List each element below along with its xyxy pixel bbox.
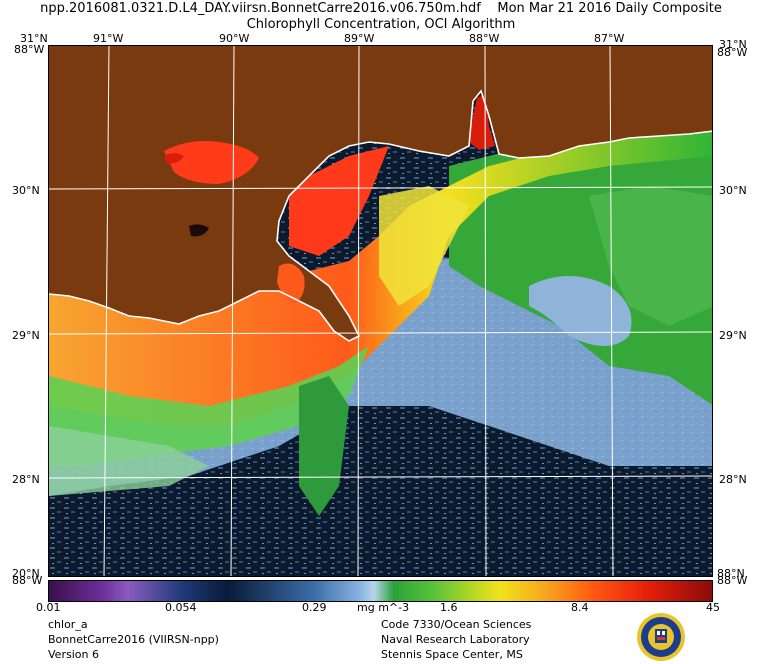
- lat-label-left: 30°N: [12, 184, 40, 197]
- lat-label-right: 29°N: [719, 329, 747, 342]
- organization-info-line: Naval Research Laboratory: [381, 633, 530, 646]
- green-plume-band: [49, 346, 369, 466]
- product-info-line: BonnetCarre2016 (VIIRSN-npp): [48, 633, 219, 646]
- corner-label-top-right-lon: 88°W: [717, 46, 748, 59]
- interior-marsh-lake: [189, 224, 209, 237]
- top-lon-label: 88°W: [469, 32, 500, 45]
- corner-label-bottom-right-lat: 88°N: [717, 567, 745, 580]
- colorbar-tick-label: 45: [706, 601, 720, 614]
- top-lon-label: 89°W: [344, 32, 375, 45]
- top-lon-label: 91°W: [93, 32, 124, 45]
- green-shelf-patch-east: [589, 186, 712, 326]
- corner-label-top-left-lon: 88°W: [14, 43, 45, 56]
- coastline: [49, 89, 712, 342]
- map-title-line-2: Chlorophyll Concentration, OCI Algorithm: [246, 17, 516, 32]
- lat-label-left: 28°N: [12, 473, 40, 486]
- top-lon-label: 90°W: [219, 32, 250, 45]
- land-mass: [49, 46, 712, 341]
- red-plume-core: [289, 146, 389, 256]
- colorbar-tick-label: 0.054: [165, 601, 197, 614]
- blue-filament: [529, 276, 632, 346]
- organization-info-line: Code 7330/Ocean Sciences: [381, 618, 532, 631]
- mobile-bay: [469, 94, 495, 150]
- map-image: [49, 46, 712, 576]
- colorbar-tick-label: 0.29: [302, 601, 327, 614]
- colorbar-tick-label: 8.4: [571, 601, 589, 614]
- product-info-line: Version 6: [48, 648, 99, 661]
- lat-label-left: 29°N: [12, 329, 40, 342]
- organization-info-line: Stennis Space Center, MS: [381, 648, 523, 661]
- colorbar-units-label: mg m^-3: [357, 601, 410, 614]
- lake-pontchartrain: [164, 141, 259, 184]
- corner-label-bottom-left-lon: 88°W: [12, 574, 43, 587]
- yellow-plume-band: [379, 186, 469, 306]
- green-plume-west: [49, 426, 209, 496]
- lake-maurepas: [164, 153, 184, 164]
- coastal-plume: [49, 131, 712, 426]
- nrl-seal-logo: [637, 613, 685, 661]
- corner-label-bottom-left-lat: 20°N: [12, 567, 40, 580]
- colorbar-tick-label: 1.6: [440, 601, 458, 614]
- corner-label-bottom-right-lon: 88°W: [717, 574, 748, 587]
- corner-label-top-left-lat: 31°N: [20, 32, 48, 45]
- lat-label-right: 28°N: [719, 473, 747, 486]
- graticule: [49, 46, 712, 576]
- top-lon-label: 87°W: [594, 32, 625, 45]
- colorbar-tick-label: 0.01: [36, 601, 61, 614]
- lat-label-right: 30°N: [719, 184, 747, 197]
- chlorophyll-map: [48, 45, 713, 577]
- map-title-line-1: npp.2016081.0321.D.L4_DAY.viirsn.BonnetC…: [40, 1, 722, 16]
- colorbar: [48, 580, 713, 602]
- green-plume-river-mouth: [299, 376, 349, 516]
- product-info-line: chlor_a: [48, 618, 88, 631]
- corner-label-top-right-lat: 31°N: [719, 38, 747, 51]
